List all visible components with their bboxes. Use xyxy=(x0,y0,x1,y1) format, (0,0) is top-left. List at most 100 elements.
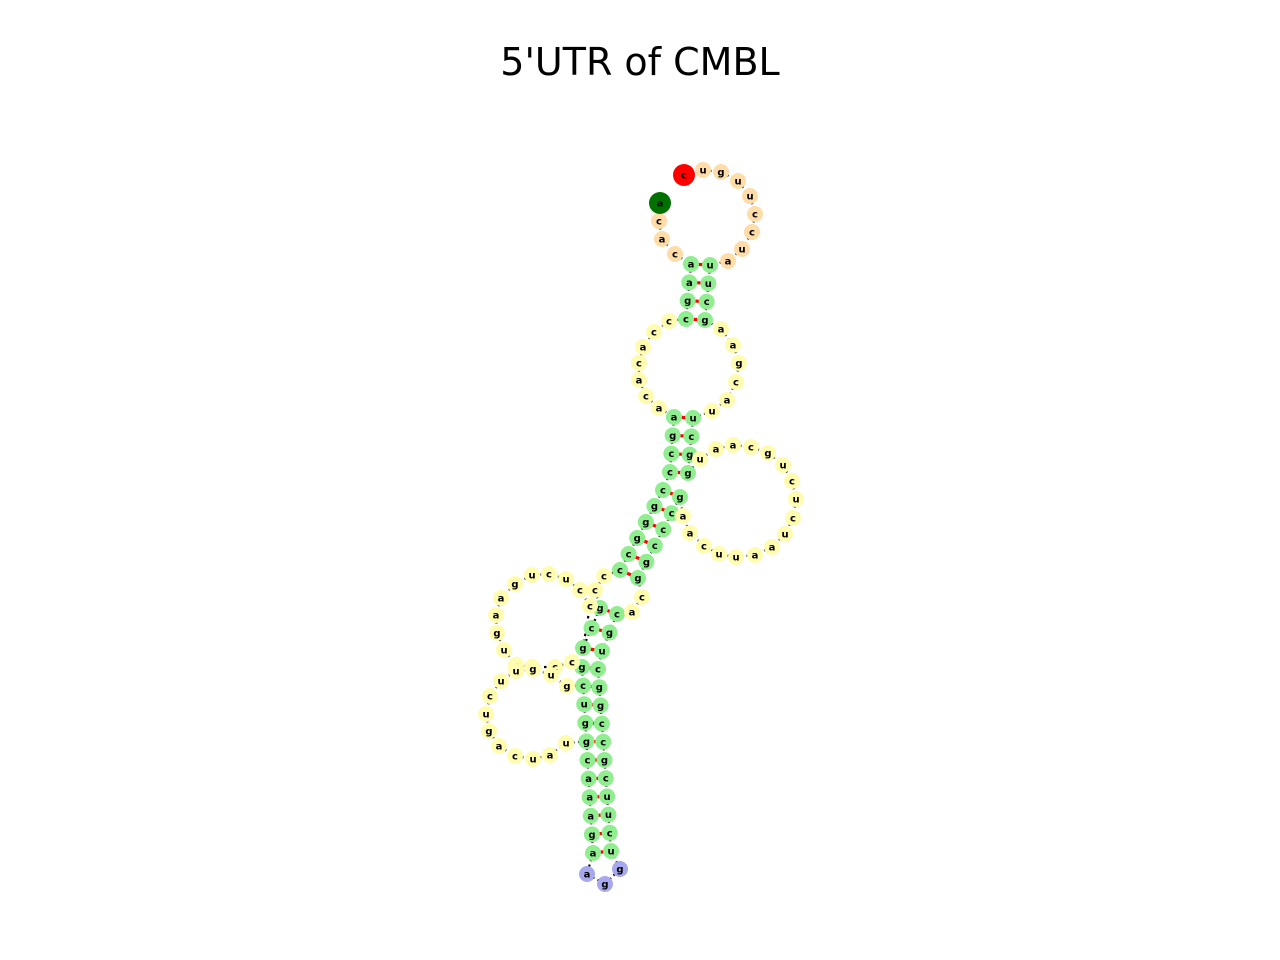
side-loop-left-lower-nt-label: u xyxy=(482,710,489,721)
bulge-nt-label: c xyxy=(639,593,645,604)
stem-4-nt-label: g xyxy=(596,604,603,615)
stem-3-nt-label: g xyxy=(642,518,649,529)
interior-loop-nt xyxy=(704,403,720,419)
side-loop-left-lower-nt-label: g xyxy=(485,727,492,738)
side-loop-left-upper-nt xyxy=(541,566,557,582)
side-loop-right-nt xyxy=(788,491,804,507)
stem-3-nt xyxy=(655,521,672,538)
side-loop-right-nt-label: u xyxy=(779,461,786,472)
interior-loop-nt-label: c xyxy=(733,378,739,389)
side-loop-right-nt-label: c xyxy=(789,477,795,488)
side-loop-left-lower-nt xyxy=(478,706,494,722)
side-loop-right-nt xyxy=(708,441,724,457)
stem-3-nt-label: c xyxy=(617,566,623,577)
side-loop-left-lower-nt xyxy=(508,663,524,679)
stem-3-nt xyxy=(630,570,646,586)
interior-loop-nt xyxy=(725,337,741,353)
side-loop-right-nt xyxy=(725,437,741,453)
stem-1-nt xyxy=(702,257,718,273)
interior-loop-nt-label: c xyxy=(636,359,642,370)
side-loop-left-lower-nt xyxy=(542,747,558,763)
stem-4-nt xyxy=(583,620,600,636)
exterior-loop-nt-label: c xyxy=(672,250,678,261)
side-loop-left-lower-nt-label: c xyxy=(512,752,518,763)
side-loop-left-upper-nt xyxy=(582,598,598,614)
stem-2-nt xyxy=(685,410,701,426)
stem-2-nt xyxy=(680,465,696,481)
stem-5-nt-label: c xyxy=(603,774,609,785)
stem-1-nt-label: a xyxy=(688,260,695,271)
side-loop-left-lower-nt-label: u xyxy=(547,671,554,682)
stem-5-nt-label: u xyxy=(605,810,612,821)
interior-loop-nt-label: c xyxy=(643,392,649,403)
stem-2-nt-label: a xyxy=(671,413,678,424)
side-loop-left-upper-nt-label: a xyxy=(498,594,505,605)
diagram-title: 5'UTR of CMBL xyxy=(500,40,780,84)
stem-5-nt xyxy=(597,770,614,787)
side-loop-left-lower-nt-label: u xyxy=(529,755,536,766)
side-loop-left-upper-nt-label: c xyxy=(569,658,575,669)
side-loop-right-nt-label: c xyxy=(748,443,754,454)
stem-1-nt xyxy=(683,256,699,272)
stem-2-nt-label: g xyxy=(686,450,693,461)
stem-2-nt xyxy=(666,409,682,425)
stem-1-nt xyxy=(698,293,715,310)
stem-5-nt xyxy=(593,715,610,732)
side-loop-right-nt-label: a xyxy=(713,445,720,456)
hairpin-loop-nt-label: g xyxy=(616,865,623,876)
stem-3-nt xyxy=(620,546,637,562)
interior-loop-nt-label: u xyxy=(708,407,715,418)
side-loop-left-upper-nt-label: u xyxy=(500,646,507,657)
stem-5-nt-label: u xyxy=(604,792,611,803)
side-loop-right-nt-label: u xyxy=(781,530,788,541)
exterior-loop-nt xyxy=(720,253,736,269)
stem-5-nt-label: g xyxy=(596,683,603,694)
stem-1-nt xyxy=(681,274,698,291)
side-loop-left-upper-nt xyxy=(558,571,574,587)
side-loop-left-upper-nt xyxy=(564,654,580,670)
stem-5-nt xyxy=(592,697,609,714)
stem-5-nt xyxy=(585,845,601,861)
side-loop-left-upper-nt xyxy=(507,576,523,592)
interior-loop-nt xyxy=(635,339,651,355)
stem-5-nt xyxy=(591,679,608,696)
stem-1-nt xyxy=(700,275,717,292)
stem-5-nt-label: g xyxy=(582,718,589,729)
side-loop-left-lower-nt xyxy=(525,751,541,767)
stem-5-nt-label: g xyxy=(601,756,608,767)
stem-4-nt xyxy=(609,606,625,622)
stem-1-nt xyxy=(678,311,694,327)
stem-5-nt-label: c xyxy=(580,681,586,692)
side-loop-left-lower-nt-label: a xyxy=(547,751,554,762)
stem-3-nt-label: g xyxy=(634,574,641,585)
hairpin-loop-nt xyxy=(579,866,595,882)
stem-1-nt-label: u xyxy=(705,279,712,290)
side-loop-right-nt xyxy=(785,510,801,526)
hairpin-loop-nt xyxy=(612,861,628,877)
stem-4-nt-label: g xyxy=(579,644,586,655)
exterior-loop-nt xyxy=(651,213,667,229)
side-loop-right-nt-label: a xyxy=(687,529,694,540)
three-prime-end-nt xyxy=(649,192,671,214)
stem-5-nt-label: g xyxy=(583,737,590,748)
stem-1-nt-label: c xyxy=(704,297,710,308)
stem-5-nt-label: c xyxy=(585,756,591,767)
side-loop-left-upper-nt-label: u xyxy=(528,571,535,582)
exterior-loop-nt-label: a xyxy=(725,257,732,268)
interior-loop-nt xyxy=(638,388,654,404)
stem-3-nt xyxy=(612,562,628,578)
exterior-loop-nt xyxy=(667,246,683,262)
bulge-nt xyxy=(587,582,603,598)
side-loop-right-nt xyxy=(764,539,780,555)
stem-3-nt-label: g xyxy=(676,493,683,504)
stem-1-nt xyxy=(697,312,713,328)
stem-2-nt xyxy=(664,427,681,444)
stem-2-nt-label: g xyxy=(684,469,691,480)
side-loop-right-nt xyxy=(775,457,791,473)
stem-3-nt xyxy=(672,489,688,505)
side-loop-right-nt xyxy=(777,526,793,542)
stem-3-nt xyxy=(646,498,663,514)
side-loop-right-nt xyxy=(743,439,759,455)
bulge-nt xyxy=(596,568,612,584)
side-loop-left-lower-nt-label: a xyxy=(496,742,503,753)
